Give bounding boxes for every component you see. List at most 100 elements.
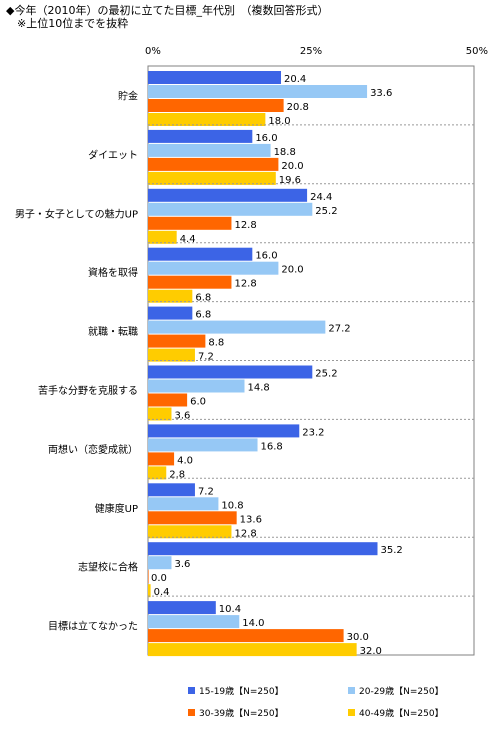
chart-title-line2: ※上位10位までを抜粋	[6, 17, 129, 30]
data-label: 30.0	[347, 632, 369, 643]
data-label: 12.8	[234, 528, 256, 539]
bar	[148, 171, 276, 185]
data-label: 24.4	[310, 192, 332, 203]
bar	[148, 497, 219, 511]
category-label: 苦手な分野を克服する	[38, 384, 138, 397]
bar	[148, 143, 271, 157]
legend-label: 30-39歳【N=250】	[199, 709, 284, 719]
bar	[148, 216, 232, 230]
legend-item: 40-49歳【N=250】	[348, 706, 444, 719]
bar	[148, 452, 175, 466]
legend-swatch	[348, 687, 355, 694]
bar	[148, 542, 378, 556]
legend-item: 30-39歳【N=250】	[188, 706, 284, 719]
bar	[148, 306, 193, 320]
bar	[148, 320, 326, 334]
bar	[148, 157, 279, 171]
bar	[148, 129, 253, 143]
bar	[148, 629, 344, 643]
data-label: 20.4	[284, 74, 306, 85]
bar	[148, 584, 151, 598]
data-label: 6.8	[195, 293, 211, 304]
bar	[148, 570, 149, 584]
x-tick-label: 50%	[466, 46, 488, 57]
category-label: 目標は立てなかった	[48, 620, 138, 633]
data-label: 7.2	[198, 352, 214, 363]
data-label: 23.2	[302, 427, 324, 438]
legend-swatch	[188, 687, 195, 694]
data-label: 25.2	[315, 369, 337, 380]
bar	[148, 379, 245, 393]
legend-label: 15-19歳【N=250】	[199, 687, 284, 697]
category-label: 志望校に合格	[78, 561, 138, 574]
bar	[148, 556, 172, 570]
data-label: 4.4	[180, 234, 196, 245]
bar	[148, 466, 167, 480]
chart-title-line1: ◆今年（2010年）の最初に立てた目標_年代別 （複数回答形式）	[6, 4, 329, 17]
data-label: 14.0	[242, 618, 264, 629]
data-label: 4.0	[177, 455, 193, 466]
bar	[148, 99, 284, 112]
category-label: 健康度UP	[95, 502, 138, 515]
bar	[148, 202, 313, 216]
data-label: 12.8	[234, 279, 256, 290]
bar	[148, 601, 216, 615]
data-label: 10.8	[221, 500, 243, 511]
bar	[148, 113, 266, 126]
legend-item: 15-19歳【N=250】	[188, 684, 284, 697]
x-tick-label: 25%	[300, 46, 322, 57]
data-label: 18.0	[268, 116, 290, 127]
data-label: 13.6	[240, 514, 262, 525]
bar	[148, 71, 282, 84]
bar	[148, 334, 206, 348]
bar	[148, 511, 237, 525]
data-label: 27.2	[328, 324, 350, 335]
bar	[148, 85, 368, 98]
data-label: 20.0	[281, 161, 303, 172]
bar	[148, 438, 258, 452]
data-label: 20.8	[287, 102, 309, 113]
bar	[148, 289, 193, 303]
bar	[148, 261, 279, 275]
legend-label: 40-49歳【N=250】	[359, 709, 444, 719]
data-label: 2.8	[169, 469, 185, 480]
bar	[148, 393, 188, 407]
data-label: 18.8	[274, 147, 296, 158]
bar	[148, 407, 172, 421]
data-label: 25.2	[315, 206, 337, 217]
data-label: 6.8	[195, 310, 211, 321]
legend-swatch	[188, 709, 195, 716]
bar	[148, 230, 177, 244]
legend-label: 20-29歳【N=250】	[359, 687, 444, 697]
legend-swatch	[348, 709, 355, 716]
data-label: 14.8	[247, 383, 269, 394]
data-label: 8.8	[208, 338, 224, 349]
data-label: 16.0	[255, 251, 277, 262]
bar	[148, 275, 232, 289]
data-label: 32.0	[360, 646, 382, 657]
data-label: 10.4	[219, 604, 241, 615]
bar	[148, 348, 195, 362]
data-label: 7.2	[198, 486, 214, 497]
data-label: 19.6	[279, 175, 301, 186]
data-label: 16.0	[255, 133, 277, 144]
category-label: ダイエット	[88, 148, 138, 161]
bar	[148, 365, 313, 379]
legend-item: 20-29歳【N=250】	[348, 684, 444, 697]
bar	[148, 247, 253, 261]
category-label: 男子・女子としての魅力UP	[15, 207, 138, 220]
bar	[148, 424, 300, 438]
chart-title: ◆今年（2010年）の最初に立てた目標_年代別 （複数回答形式） ※上位10位ま…	[6, 4, 328, 30]
data-label: 6.0	[190, 397, 206, 408]
bar	[148, 188, 308, 202]
x-tick-label: 0%	[145, 46, 161, 57]
bar	[148, 615, 240, 629]
data-label: 16.8	[261, 441, 283, 452]
category-label: 両想い（恋愛成就）	[48, 443, 138, 456]
category-label: 貯金	[118, 89, 138, 102]
data-label: 33.6	[370, 88, 392, 99]
data-label: 0.0	[151, 573, 167, 584]
category-label: 資格を取得	[88, 266, 138, 279]
data-label: 20.0	[281, 265, 303, 276]
